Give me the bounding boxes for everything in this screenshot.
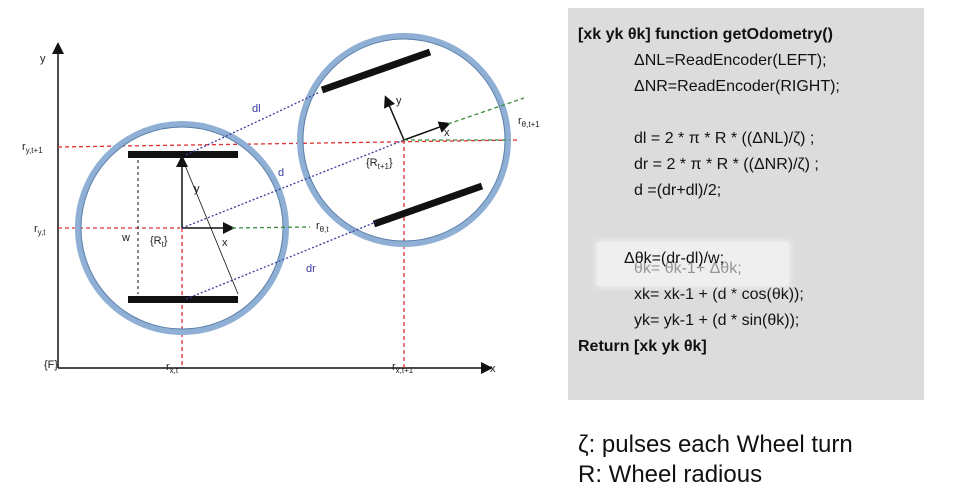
note-zeta: ζ: pulses each Wheel turn xyxy=(578,431,853,458)
ref-line-y-t1 xyxy=(57,139,521,148)
code-line-dr: dr = 2 * π * R * ((ΔNR)/ζ) ; xyxy=(634,156,819,173)
theta-line-t xyxy=(231,226,311,229)
code-line-encoder-left: ΔNL=ReadEncoder(LEFT); xyxy=(634,52,827,69)
code-footer: Return [xk yk θk] xyxy=(578,338,707,355)
frame-rt-label: {Rt} xyxy=(150,235,168,249)
code-line-y: yk= yk-1 + (d * sin(θk)); xyxy=(634,312,800,329)
robot-t1-ring xyxy=(297,33,511,247)
theta-line-t1 xyxy=(447,97,525,125)
r-theta-t-label: rθ,t xyxy=(316,220,329,234)
highlight-box xyxy=(597,242,789,286)
r-theta-t1-label: rθ,t+1 xyxy=(518,115,540,129)
local-y2-label: y xyxy=(396,95,402,107)
code-header: [xk yk θk] function getOdometry() xyxy=(578,26,833,43)
robot-t1-local-y-axis xyxy=(384,95,405,141)
code-line-x: xk= xk-1 + (d * cos(θk)); xyxy=(634,286,804,303)
robot-t-wheel-right xyxy=(128,296,238,303)
notes: ζ: pulses each Wheel turn R: Wheel radio… xyxy=(578,430,853,490)
robot-t1-wheel-left xyxy=(320,48,432,94)
axis-y-label: y xyxy=(40,53,46,65)
local-x-label: x xyxy=(222,237,228,249)
code-line-delta-theta: Δθk=(dr-dl)/w; xyxy=(624,250,725,267)
code-line-d: d =(dr+dl)/2; xyxy=(634,182,722,199)
r-x-t1-label: rx,t+1 xyxy=(392,361,414,375)
r-x-t-label: rx,t xyxy=(166,361,179,375)
dl-label: dl xyxy=(252,103,261,115)
d-label: d xyxy=(278,167,284,179)
robot-t-wheel-left xyxy=(128,151,238,158)
dr-label: dr xyxy=(306,263,316,275)
r-y-t1-label: ry,t+1 xyxy=(22,141,43,155)
code-line-encoder-right: ΔNR=ReadEncoder(RIGHT); xyxy=(634,78,840,95)
frame-rt1-label: {Rt+1} xyxy=(366,157,393,171)
w-label: w xyxy=(121,232,130,244)
odometry-diagram: y x {F} ry,t+1 ry,t rx,t rx,t+1 rθ,t rθ,… xyxy=(22,33,540,375)
robot-t1-wheel-right xyxy=(372,182,484,228)
note-radius: R: Wheel radious xyxy=(578,461,763,488)
r-y-t-label: ry,t xyxy=(34,223,46,237)
robot-t-diagonal xyxy=(181,157,239,295)
robot-t-ring xyxy=(75,121,289,335)
axis-x-label: x xyxy=(490,363,496,375)
robot-t1-local-x-axis xyxy=(403,121,451,141)
code-line-dl: dl = 2 * π * R * ((ΔNL)/ζ) ; xyxy=(634,130,815,147)
local-y-label: y xyxy=(194,183,200,195)
path-dl xyxy=(185,91,321,156)
code-panel: [xk yk θk] function getOdometry() ΔNL=Re… xyxy=(568,8,924,400)
frame-label: {F} xyxy=(44,359,58,371)
local-x2-label: x xyxy=(444,127,450,139)
robot-t-ring-inner xyxy=(80,126,284,330)
